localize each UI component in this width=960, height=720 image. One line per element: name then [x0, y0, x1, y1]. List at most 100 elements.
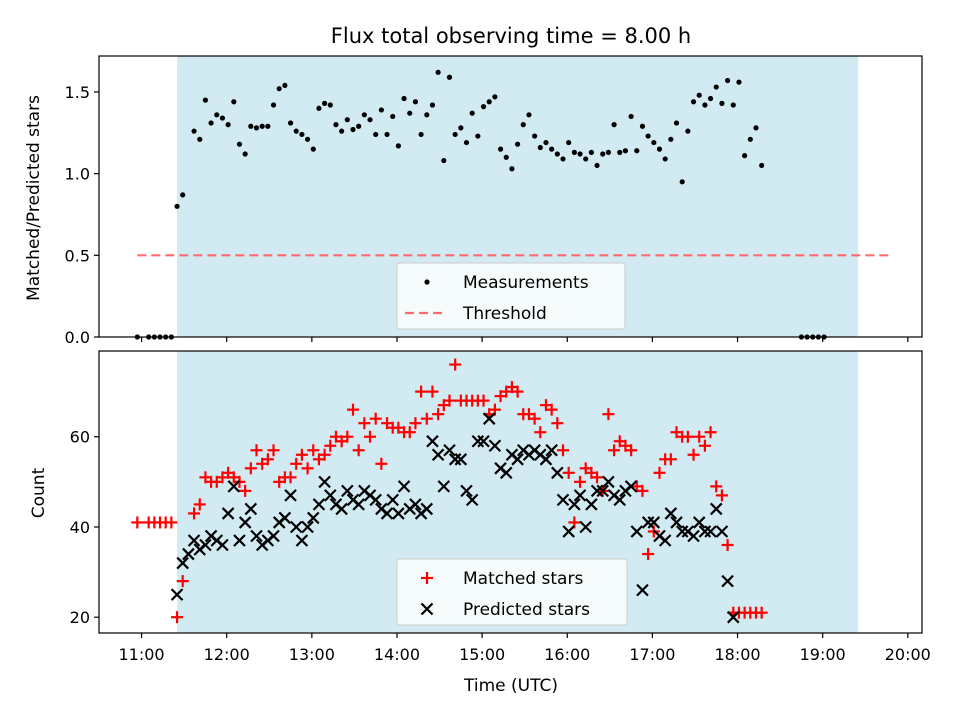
- count-point: [267, 444, 280, 457]
- count-point: [397, 480, 411, 493]
- count-y-tick-label: 40: [70, 518, 90, 537]
- count-point: [306, 511, 320, 525]
- ratio-point: [600, 151, 606, 157]
- ratio-point: [497, 146, 504, 152]
- ratio-legend-label: Measurements: [463, 273, 589, 293]
- count-legend-label: Predicted stars: [463, 600, 590, 620]
- ratio-point: [747, 136, 753, 142]
- ratio-point: [373, 131, 379, 138]
- count-point: [715, 525, 729, 538]
- ratio-point: [231, 99, 237, 105]
- count-point: [681, 430, 694, 443]
- count-axes-frame: [98, 350, 923, 634]
- ratio-point: [441, 157, 447, 164]
- count-point: [641, 516, 655, 529]
- count-point: [364, 430, 377, 443]
- count-point: [551, 417, 564, 430]
- count-point: [369, 412, 382, 425]
- count-point: [545, 403, 558, 416]
- ratio-point: [611, 122, 617, 128]
- count-point: [171, 611, 184, 624]
- count-point: [199, 538, 212, 552]
- ratio-point: [395, 143, 402, 149]
- count-point: [188, 507, 201, 520]
- count-point: [443, 394, 456, 407]
- ratio-point: [180, 192, 186, 198]
- count-point: [238, 516, 252, 529]
- ratio-point: [202, 97, 209, 103]
- ratio-point: [322, 100, 328, 106]
- count-point: [539, 453, 553, 466]
- x-tick-label: 18:00: [714, 645, 760, 664]
- ratio-y-tick-label: 0.0: [65, 328, 90, 347]
- x-tick-label: 16:00: [544, 645, 590, 664]
- count-point: [613, 493, 627, 507]
- ratio-point: [265, 123, 271, 129]
- count-point: [573, 489, 587, 502]
- count-point: [624, 480, 638, 493]
- count-point: [602, 408, 615, 421]
- count-point: [176, 556, 189, 570]
- ratio-point: [685, 128, 691, 134]
- ratio-point: [486, 99, 492, 105]
- x-tick-label: 20:00: [885, 645, 931, 664]
- x-tick-label: 11:00: [119, 645, 165, 664]
- ratio-point: [566, 139, 572, 146]
- count-point: [295, 534, 309, 547]
- count-point: [721, 574, 734, 588]
- count-point: [278, 511, 292, 525]
- count-point: [431, 448, 445, 462]
- count-point: [324, 489, 337, 502]
- count-point: [432, 408, 445, 421]
- count-point: [471, 434, 485, 448]
- count-series-predicted-stars: [170, 412, 740, 624]
- count-point: [170, 588, 184, 601]
- ratio-point: [617, 149, 623, 155]
- count-legend-box: [396, 558, 628, 626]
- ratio-point: [429, 102, 436, 108]
- ratio-point: [236, 141, 243, 147]
- count-point: [284, 489, 297, 502]
- ratio-point: [702, 102, 708, 108]
- count-point: [409, 417, 422, 430]
- count-panel: 20 40 60 11:00 12:00 13:00 14:00 15:00 16:00 17:0…: [70, 350, 931, 664]
- ratio-point: [412, 99, 419, 105]
- count-point: [289, 520, 303, 534]
- ratio-point: [526, 112, 532, 118]
- count-point: [307, 444, 320, 457]
- ratio-point: [543, 139, 549, 146]
- ratio-point: [725, 77, 731, 84]
- ratio-point: [361, 112, 367, 118]
- count-point: [375, 457, 388, 470]
- ratio-legend-swatch: [424, 279, 430, 285]
- ratio-point: [367, 117, 373, 123]
- count-point: [704, 426, 717, 439]
- ratio-point: [628, 113, 634, 120]
- ratio-point: [583, 156, 589, 162]
- count-legend: Matched stars Predicted stars: [396, 558, 628, 626]
- ratio-point: [668, 136, 674, 142]
- ratio-point: [197, 136, 203, 142]
- ratio-point: [549, 146, 555, 152]
- count-point: [658, 534, 672, 547]
- ratio-point: [475, 133, 481, 139]
- count-point: [239, 484, 252, 497]
- ratio-legend: Measurements Threshold: [396, 262, 626, 330]
- count-point: [403, 426, 416, 439]
- ratio-point: [191, 128, 197, 134]
- ratio-point: [503, 154, 509, 160]
- ratio-point: [588, 149, 594, 155]
- ratio-point: [719, 100, 725, 106]
- ratio-point: [208, 120, 214, 126]
- ratio-point: [537, 144, 543, 151]
- count-point: [710, 480, 723, 493]
- ratio-point: [509, 166, 515, 172]
- count-point: [596, 484, 610, 498]
- count-point: [709, 502, 723, 516]
- count-point: [460, 484, 473, 498]
- count-point: [301, 462, 314, 475]
- count-point: [642, 548, 655, 561]
- count-point: [511, 385, 524, 398]
- ratio-point: [424, 112, 430, 118]
- count-point: [454, 453, 468, 466]
